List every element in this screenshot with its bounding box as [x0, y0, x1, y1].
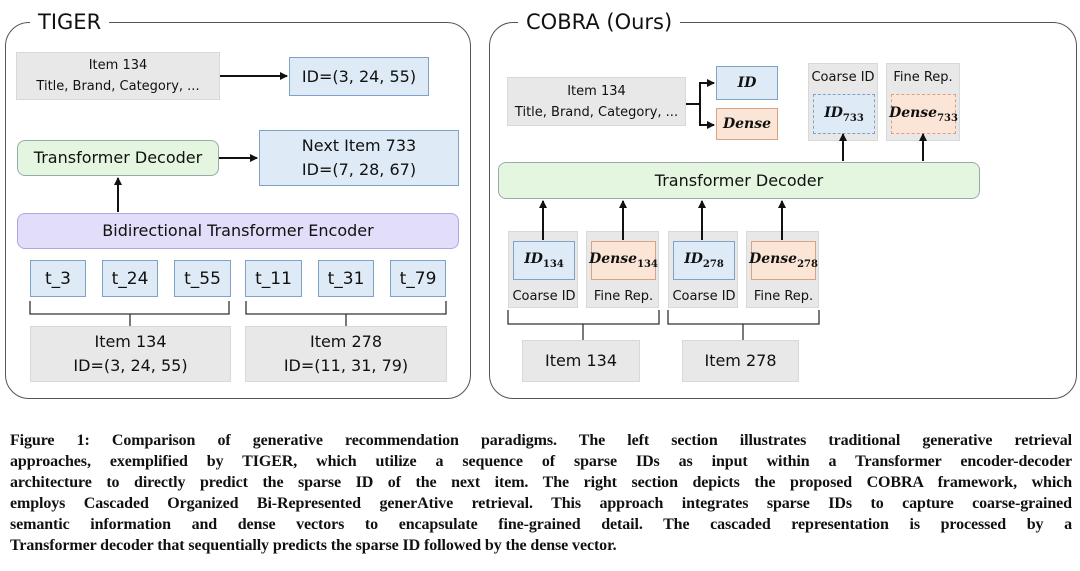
output-coarse-id: Coarse ID ID733 [808, 63, 878, 141]
cobra-id-box: ID [716, 66, 778, 100]
item-name: Item 134 [94, 332, 167, 351]
cobra-item-input: Item 134 Title, Brand, Category, ... [507, 77, 686, 126]
tiger-panel [5, 22, 471, 399]
math-label: ID [684, 251, 703, 268]
output-dense-box: Dense733 [889, 94, 958, 134]
item-id: ID=(11, 31, 79) [283, 356, 409, 375]
tiger-title: TIGER [30, 9, 110, 35]
math-subscript: 733 [842, 112, 864, 124]
tiger-item-input: Item 134 Title, Brand, Category, ... [16, 52, 220, 100]
caption-line: semantic information and dense vectors t… [10, 516, 1072, 533]
math-label: ID [824, 104, 843, 121]
cobra-history-item: Item 134 [522, 340, 640, 382]
math-label: Dense [749, 251, 798, 268]
math-label: ID [524, 251, 543, 268]
caption-line: approaches, exemplified by TIGER, which … [10, 453, 1072, 470]
token: t_3 [30, 260, 86, 297]
token: t_31 [318, 260, 374, 297]
cobra-decoder: Transformer Decoder [498, 162, 980, 199]
brace [245, 301, 447, 326]
cobra-history-item: Item 278 [682, 340, 799, 382]
tiger-history-item: Item 134 ID=(3, 24, 55) [30, 326, 231, 382]
branch-arrow [699, 104, 715, 129]
tiger-item-id: ID=(3, 24, 55) [289, 57, 429, 96]
tiger-decoder: Transformer Decoder [17, 140, 219, 176]
output-caption: Coarse ID [811, 70, 875, 85]
item-name: Item 134 [567, 83, 626, 99]
next-item-id: ID=(7, 28, 67) [301, 160, 417, 179]
input-id-box: ID278 [673, 241, 735, 280]
output-id-box: ID733 [813, 94, 875, 134]
item-attributes: Title, Brand, Category, ... [36, 79, 200, 94]
math-subscript: 134 [637, 258, 658, 270]
input-fine-rep: Dense134 Fine Rep. [586, 231, 659, 308]
input-caption: Coarse ID [512, 289, 576, 304]
output-caption: Fine Rep. [893, 70, 953, 85]
connectors [29, 72, 927, 340]
caption-line: Transformer decoder that sequentially pr… [10, 537, 617, 554]
input-caption: Fine Rep. [753, 289, 814, 304]
tiger-encoder: Bidirectional Transformer Encoder [17, 213, 459, 249]
caption-line: architecture to directly predict the spa… [10, 474, 1072, 491]
math-subscript: 278 [797, 258, 818, 270]
brace [29, 301, 230, 326]
cobra-title: COBRA (Ours) [518, 9, 681, 35]
input-dense-box: Dense278 [749, 241, 818, 280]
item-attributes: Title, Brand, Category, ... [514, 104, 679, 120]
item-id: ID=(3, 24, 55) [73, 356, 188, 375]
cobra-dense-box: Dense [716, 108, 778, 140]
input-caption: Coarse ID [672, 289, 736, 304]
input-dense-box: Dense134 [589, 241, 658, 280]
token: t_79 [390, 260, 446, 297]
item-name: Item 134 [88, 58, 148, 73]
caption-line: Figure 1: Comparison of generative recom… [10, 432, 1072, 449]
tiger-history-item: Item 278 ID=(11, 31, 79) [245, 326, 447, 382]
input-coarse-id: ID134 Coarse ID [508, 231, 578, 308]
tiger-next-item: Next Item 733 ID=(7, 28, 67) [259, 130, 459, 186]
branch-arrow [686, 79, 715, 105]
input-caption: Fine Rep. [593, 289, 654, 304]
math-subscript: 733 [937, 112, 958, 124]
token: t_11 [245, 260, 302, 297]
cobra-panel [489, 22, 1077, 399]
math-subscript: 278 [702, 258, 724, 270]
next-item-name: Next Item 733 [301, 136, 417, 155]
math-label: Dense [589, 251, 638, 268]
token: t_55 [174, 260, 231, 297]
output-fine-rep: Fine Rep. Dense733 [886, 63, 960, 141]
brace [507, 310, 660, 340]
caption-line: employs Cascaded Organized Bi-Represente… [10, 495, 1072, 512]
token: t_24 [102, 260, 158, 297]
input-id-box: ID134 [513, 241, 575, 280]
brace [667, 310, 820, 340]
math-label: Dense [889, 104, 938, 121]
item-name: Item 278 [309, 332, 383, 351]
math-subscript: 134 [542, 258, 564, 270]
